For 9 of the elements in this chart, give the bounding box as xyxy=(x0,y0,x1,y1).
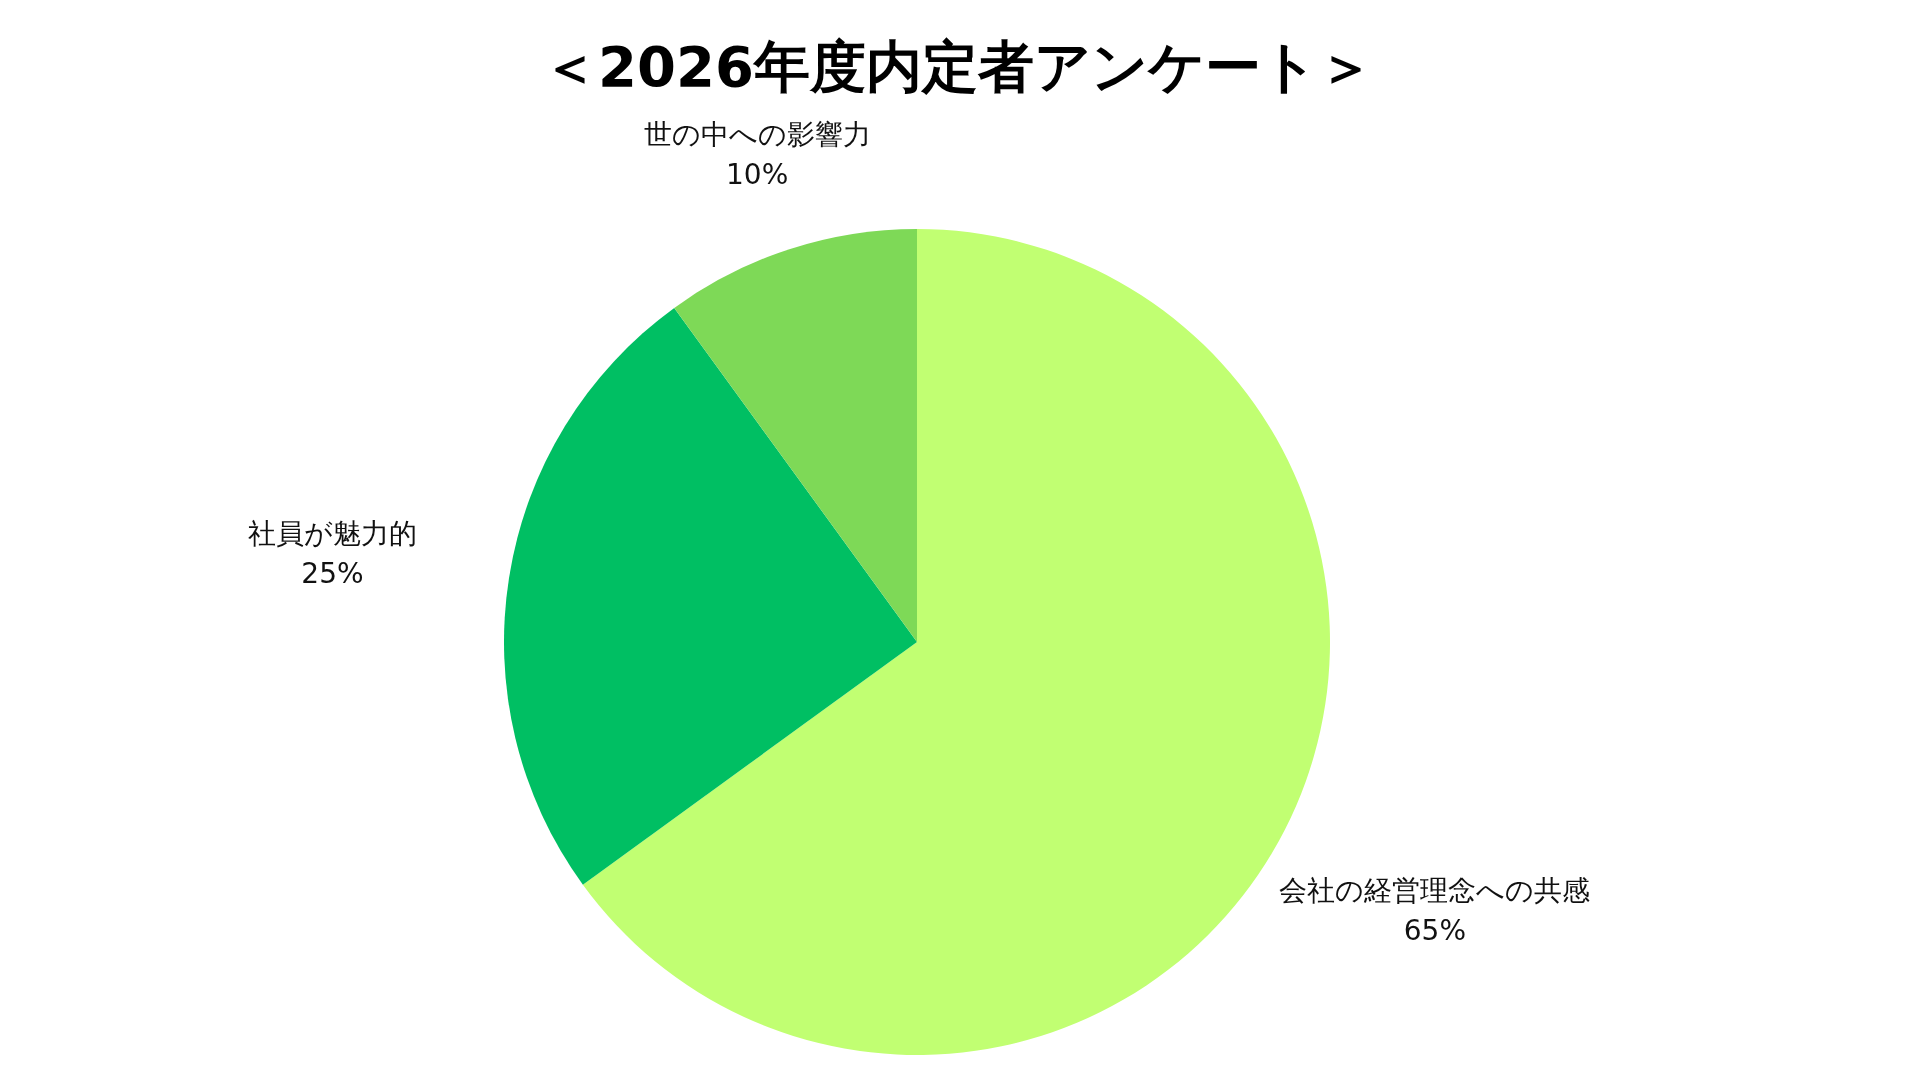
data-label: 10% xyxy=(726,158,789,192)
slice-label: 会社の経営理念への共感 xyxy=(1279,873,1591,907)
data-label: 25% xyxy=(301,557,364,591)
chart-title: ＜2026年度内定者アンケート＞ xyxy=(541,33,1375,101)
pie-slice xyxy=(674,229,917,642)
pie-slice xyxy=(504,307,917,885)
slice-label: 世の中への影響力 xyxy=(643,118,871,152)
data-label: 65% xyxy=(1403,913,1466,947)
slice-label: 社員が魅力的 xyxy=(247,517,417,551)
